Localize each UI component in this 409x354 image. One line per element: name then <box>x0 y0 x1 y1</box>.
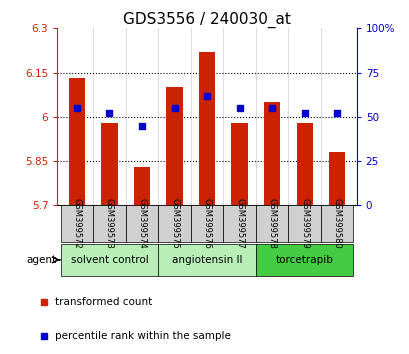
Bar <box>69 79 85 205</box>
Bar <box>198 52 215 205</box>
Text: GSM399575: GSM399575 <box>170 198 179 249</box>
Bar <box>231 123 247 205</box>
Bar <box>190 205 223 242</box>
Bar <box>320 205 353 242</box>
Text: GSM399573: GSM399573 <box>105 198 114 249</box>
Text: GSM399578: GSM399578 <box>267 198 276 249</box>
Text: angiotensin II: angiotensin II <box>171 255 242 265</box>
Bar <box>158 205 190 242</box>
Bar <box>288 205 320 242</box>
Text: solvent control: solvent control <box>70 255 148 265</box>
Text: percentile rank within the sample: percentile rank within the sample <box>55 331 231 341</box>
Bar <box>255 244 353 276</box>
Bar <box>223 205 255 242</box>
Text: torcetrapib: torcetrapib <box>275 255 333 265</box>
Bar <box>126 205 158 242</box>
Bar <box>101 123 117 205</box>
Text: GSM399577: GSM399577 <box>234 198 243 249</box>
Bar <box>296 123 312 205</box>
Bar <box>255 205 288 242</box>
Bar <box>263 102 280 205</box>
Bar <box>166 87 182 205</box>
Text: GSM399579: GSM399579 <box>299 198 308 249</box>
Bar <box>61 244 158 276</box>
Bar <box>328 152 344 205</box>
Text: GSM399580: GSM399580 <box>332 198 341 249</box>
Text: GSM399576: GSM399576 <box>202 198 211 249</box>
Bar <box>93 205 126 242</box>
Title: GDS3556 / 240030_at: GDS3556 / 240030_at <box>123 12 290 28</box>
Bar <box>133 167 150 205</box>
Text: agent: agent <box>27 255 56 265</box>
Bar <box>158 244 255 276</box>
Bar <box>61 205 93 242</box>
Text: GSM399572: GSM399572 <box>72 198 81 249</box>
Text: transformed count: transformed count <box>55 297 152 307</box>
Text: GSM399574: GSM399574 <box>137 198 146 249</box>
